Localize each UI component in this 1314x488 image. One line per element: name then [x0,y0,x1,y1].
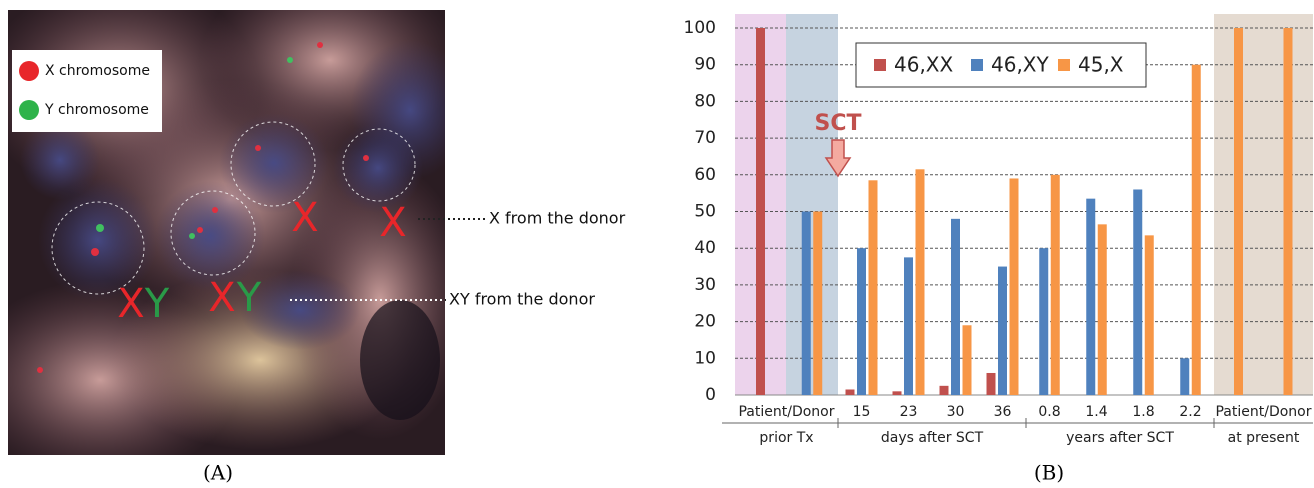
legend-label: X chromosome [45,63,150,79]
bar [869,180,878,395]
x-tick-label: 36 [994,404,1012,420]
legend-swatch [1058,59,1070,71]
bar [940,386,949,395]
group-label: days after SCT [881,430,984,446]
chart: 0 10 20 30 40 50 60 70 80 90 100 Patient/Donor 15 23 3… [684,14,1313,446]
x-tick-label: 1.8 [1132,404,1154,420]
bar [1180,358,1189,395]
figure: X chromosomeY chromosomeXYXYXXX from the… [0,0,1314,488]
x-tick-label: Patient/Donor [738,404,834,420]
bar [987,373,996,395]
region-shade [786,14,838,395]
bar [1051,175,1060,395]
chromosome-label: X [291,195,318,241]
annotation: SCT [815,111,862,136]
chromosome-label: X [379,200,406,246]
y-tick-label: 30 [694,275,716,295]
legend-label: 45,X [1078,53,1124,77]
bar [1192,65,1201,395]
y-tick-label: 20 [694,312,716,332]
legend-swatch [874,59,886,71]
bar [846,389,855,395]
bar [1145,235,1154,395]
y-tick-label: 50 [694,202,716,222]
x-tick-label: Patient/Donor [1215,404,1311,420]
y-tick-label: 90 [694,55,716,75]
x-tick-label: 15 [853,404,871,420]
bar [916,169,925,395]
y-tick-label: 60 [694,165,716,185]
chromosome-label: Y [236,275,262,321]
bar [1133,189,1142,395]
bar [1086,199,1095,395]
y-tick-label: 10 [694,348,716,368]
caption: (A) [203,461,233,485]
bar [813,212,822,396]
bar [857,248,866,395]
legend-label: 46,XY [991,53,1050,77]
annotation: X from the donor [489,209,626,228]
bar [998,267,1007,395]
bar [1039,248,1048,395]
group-label: at present [1228,430,1300,446]
caption: (B) [1034,461,1064,485]
legend-label: 46,XX [894,53,954,77]
bar [1234,28,1243,395]
bar [1284,28,1293,395]
legend-swatch [971,59,983,71]
x-tick-label: 30 [947,404,965,420]
y-tick-label: 0 [705,385,716,405]
y-tick-label: 100 [684,18,716,38]
group-label: prior Tx [759,430,813,446]
chromosome-label: X [117,281,144,327]
legend-dot [19,100,39,120]
bar [802,212,811,396]
page: X chromosomeY chromosomeXYXYXXX from the… [0,0,1314,488]
x-tick-label: 2.2 [1179,404,1201,420]
annotation: XY from the donor [449,290,595,309]
y-tick-label: 80 [694,91,716,111]
bar [893,391,902,395]
legend-dot [19,61,39,81]
x-tick-label: 1.4 [1085,404,1107,420]
chromosome-label: Y [144,281,170,327]
bar [963,325,972,395]
group-label: years after SCT [1066,430,1174,446]
bar [1098,224,1107,395]
bar [1010,178,1019,395]
x-tick-label: 0.8 [1038,404,1060,420]
y-tick-label: 40 [694,238,716,258]
bar [756,28,765,395]
y-tick-label: 70 [694,128,716,148]
x-tick-label: 23 [900,404,918,420]
bar [904,257,913,395]
legend-label: Y chromosome [44,102,149,118]
chromosome-label: X [208,275,235,321]
bar [951,219,960,395]
